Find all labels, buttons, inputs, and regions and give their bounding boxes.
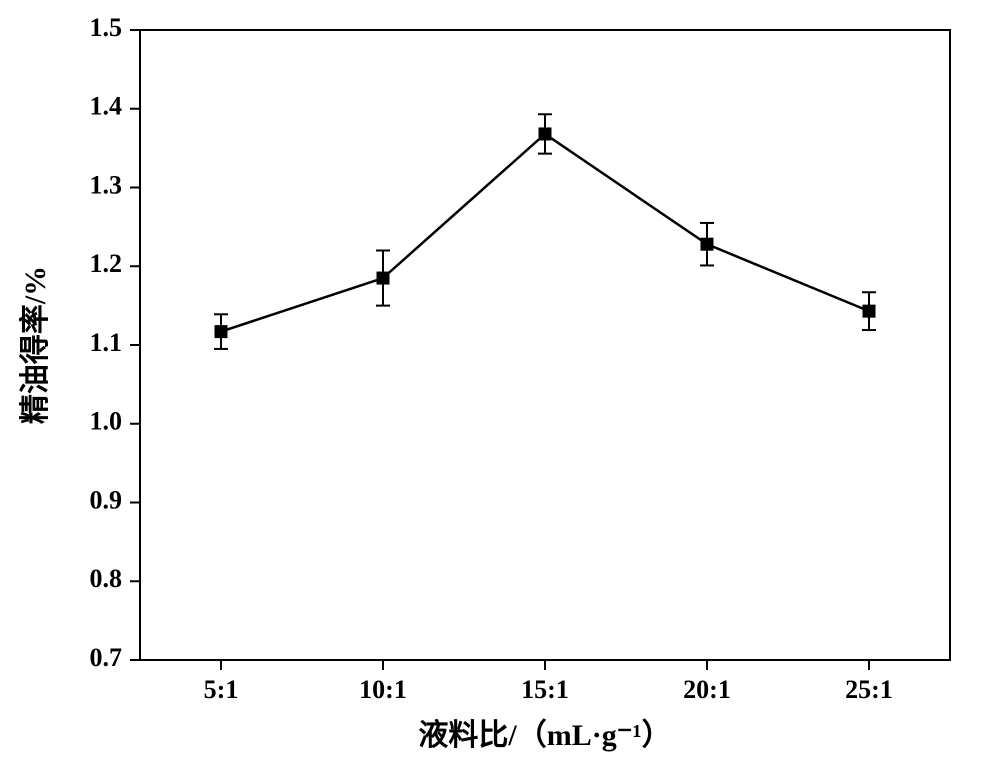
data-marker <box>377 272 389 284</box>
y-tick-label: 0.8 <box>90 564 123 593</box>
y-tick-label: 1.0 <box>90 407 123 436</box>
x-tick-label: 20:1 <box>683 675 731 704</box>
y-tick-label: 1.5 <box>90 13 123 42</box>
y-tick-label: 1.4 <box>90 92 123 121</box>
data-marker <box>863 305 875 317</box>
x-tick-label: 10:1 <box>359 675 407 704</box>
line-chart: 0.7 0.8 0.9 1.0 1.1 1.2 1.3 1.4 1.5 5:1 10:1 15:1 20… <box>0 0 1000 780</box>
y-tick-label: 1.1 <box>90 328 123 357</box>
x-tick-label: 15:1 <box>521 675 569 704</box>
data-marker <box>701 238 713 250</box>
y-tick-label: 0.7 <box>90 643 123 672</box>
y-axis-title: 精油得率/% <box>19 266 52 424</box>
x-axis-title: 液料比/（mL·g⁻¹） <box>418 718 671 752</box>
data-marker <box>215 326 227 338</box>
y-tick-label: 1.3 <box>90 170 123 199</box>
y-tick-label: 1.2 <box>90 249 123 278</box>
x-tick-label: 5:1 <box>204 675 239 704</box>
data-marker <box>539 128 551 140</box>
y-tick-label: 0.9 <box>90 485 123 514</box>
x-tick-label: 25:1 <box>845 675 893 704</box>
chart-container: 0.7 0.8 0.9 1.0 1.1 1.2 1.3 1.4 1.5 5:1 10:1 15:1 20… <box>0 0 1000 780</box>
data-line <box>221 134 869 332</box>
